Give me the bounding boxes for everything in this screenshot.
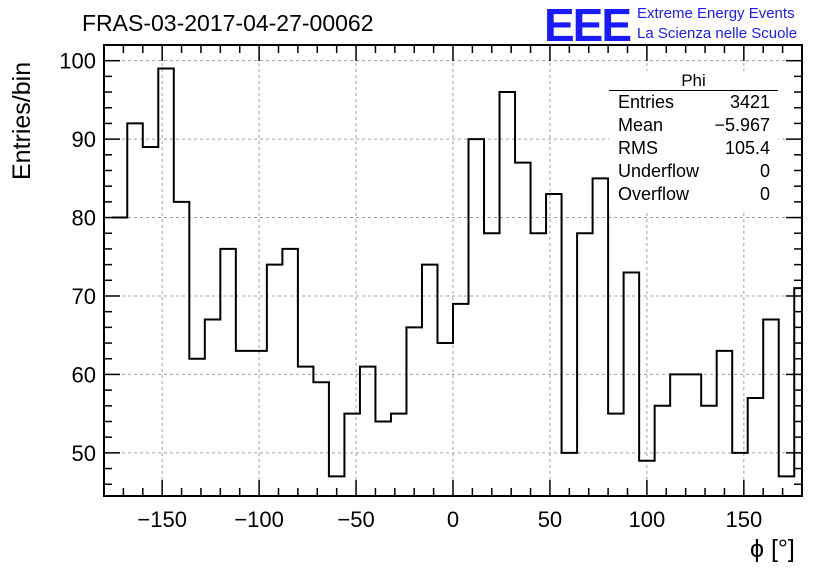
x-tick-label: −100 [234, 507, 284, 532]
stats-header: Phi [609, 71, 778, 91]
histogram-bin [112, 218, 128, 496]
histogram-bin [717, 351, 733, 496]
histogram-bin [608, 414, 624, 496]
histogram-bin [205, 320, 221, 496]
stats-row-underflow: Underflow 0 [609, 160, 778, 183]
x-tick-label: 50 [538, 507, 562, 532]
histogram-bin [531, 233, 547, 496]
y-axis-label: Entries/bin [8, 61, 36, 180]
y-tick-label: 50 [72, 441, 96, 466]
stats-row-entries: Entries 3421 [609, 91, 778, 114]
stats-box: Phi Entries 3421 Mean −5.967 RMS 105.4 U… [609, 71, 778, 211]
stats-value: 105.4 [724, 138, 770, 158]
histogram-bin [810, 406, 826, 496]
x-axis-label: ϕ [°] [750, 535, 795, 563]
histogram-outline [111, 67, 802, 478]
histogram-bin [375, 421, 391, 496]
histogram-bin [313, 382, 329, 496]
histogram-bin [189, 359, 205, 496]
y-tick-label: 100 [59, 49, 96, 74]
histogram-bin [406, 327, 422, 496]
histogram-bin [763, 320, 779, 496]
histogram-bin [701, 406, 717, 496]
x-tick-label: 100 [629, 507, 666, 532]
y-tick-label: 80 [72, 206, 96, 231]
stats-value: 0 [759, 184, 770, 204]
histogram-bin [686, 374, 702, 496]
stats-label: RMS [618, 138, 658, 158]
logo-line-1: Extreme Energy Events [637, 5, 795, 22]
x-tick-label: −50 [337, 507, 374, 532]
histogram-bin [282, 249, 298, 496]
histogram-bin [779, 476, 795, 496]
histogram-bin [484, 233, 500, 496]
x-tick-label: −150 [137, 507, 187, 532]
y-tick-label: 70 [72, 284, 96, 309]
histogram-bin [143, 147, 159, 496]
histogram-bin [174, 202, 190, 496]
histogram-bin [298, 367, 314, 496]
histogram-bin [158, 69, 174, 496]
histogram-bin [391, 414, 407, 496]
stats-row-overflow: Overflow 0 [609, 183, 778, 206]
histogram-bin [437, 343, 453, 496]
histogram-bin [220, 249, 236, 496]
stats-label: Underflow [618, 161, 700, 181]
stats-value: 3421 [729, 92, 770, 112]
histogram-bin [251, 351, 267, 496]
histogram-bin [469, 139, 485, 496]
histogram-bin [344, 414, 360, 496]
y-tick-label: 90 [72, 127, 96, 152]
stats-label: Entries [618, 92, 675, 112]
x-tick-label: 150 [725, 507, 762, 532]
histogram-bin [515, 163, 531, 496]
y-tick-label: 60 [72, 362, 96, 387]
histogram-bin [267, 265, 283, 496]
logo-line-2: La Scienza nelle Scuole [637, 25, 798, 42]
histogram-bin [360, 367, 376, 496]
histogram-bin [577, 233, 593, 496]
histogram-bin [593, 178, 609, 496]
histogram-bin [453, 304, 469, 496]
histogram-bin [655, 406, 671, 496]
plot-title: FRAS-03-2017-04-27-00062 [82, 10, 374, 36]
histogram-bin [825, 359, 836, 496]
histogram-bin [670, 374, 686, 496]
stats-value: 0 [759, 161, 770, 181]
stats-label: Mean [618, 115, 664, 135]
stats-label: Overflow [618, 184, 690, 204]
histogram-bin [422, 265, 438, 496]
histogram-bin [748, 398, 764, 496]
histogram-bin [546, 194, 562, 496]
histogram-bin [500, 92, 516, 496]
histogram-bin [624, 272, 640, 496]
eee-logo: EEE [544, 0, 632, 51]
x-tick-label: 0 [447, 507, 459, 532]
histogram-bin [732, 453, 748, 496]
histogram-bin [236, 351, 252, 496]
stats-value: −5.967 [714, 115, 770, 135]
histogram-bin [127, 123, 143, 496]
stats-row-mean: Mean −5.967 [609, 114, 778, 137]
stats-row-rms: RMS 105.4 [609, 137, 778, 160]
